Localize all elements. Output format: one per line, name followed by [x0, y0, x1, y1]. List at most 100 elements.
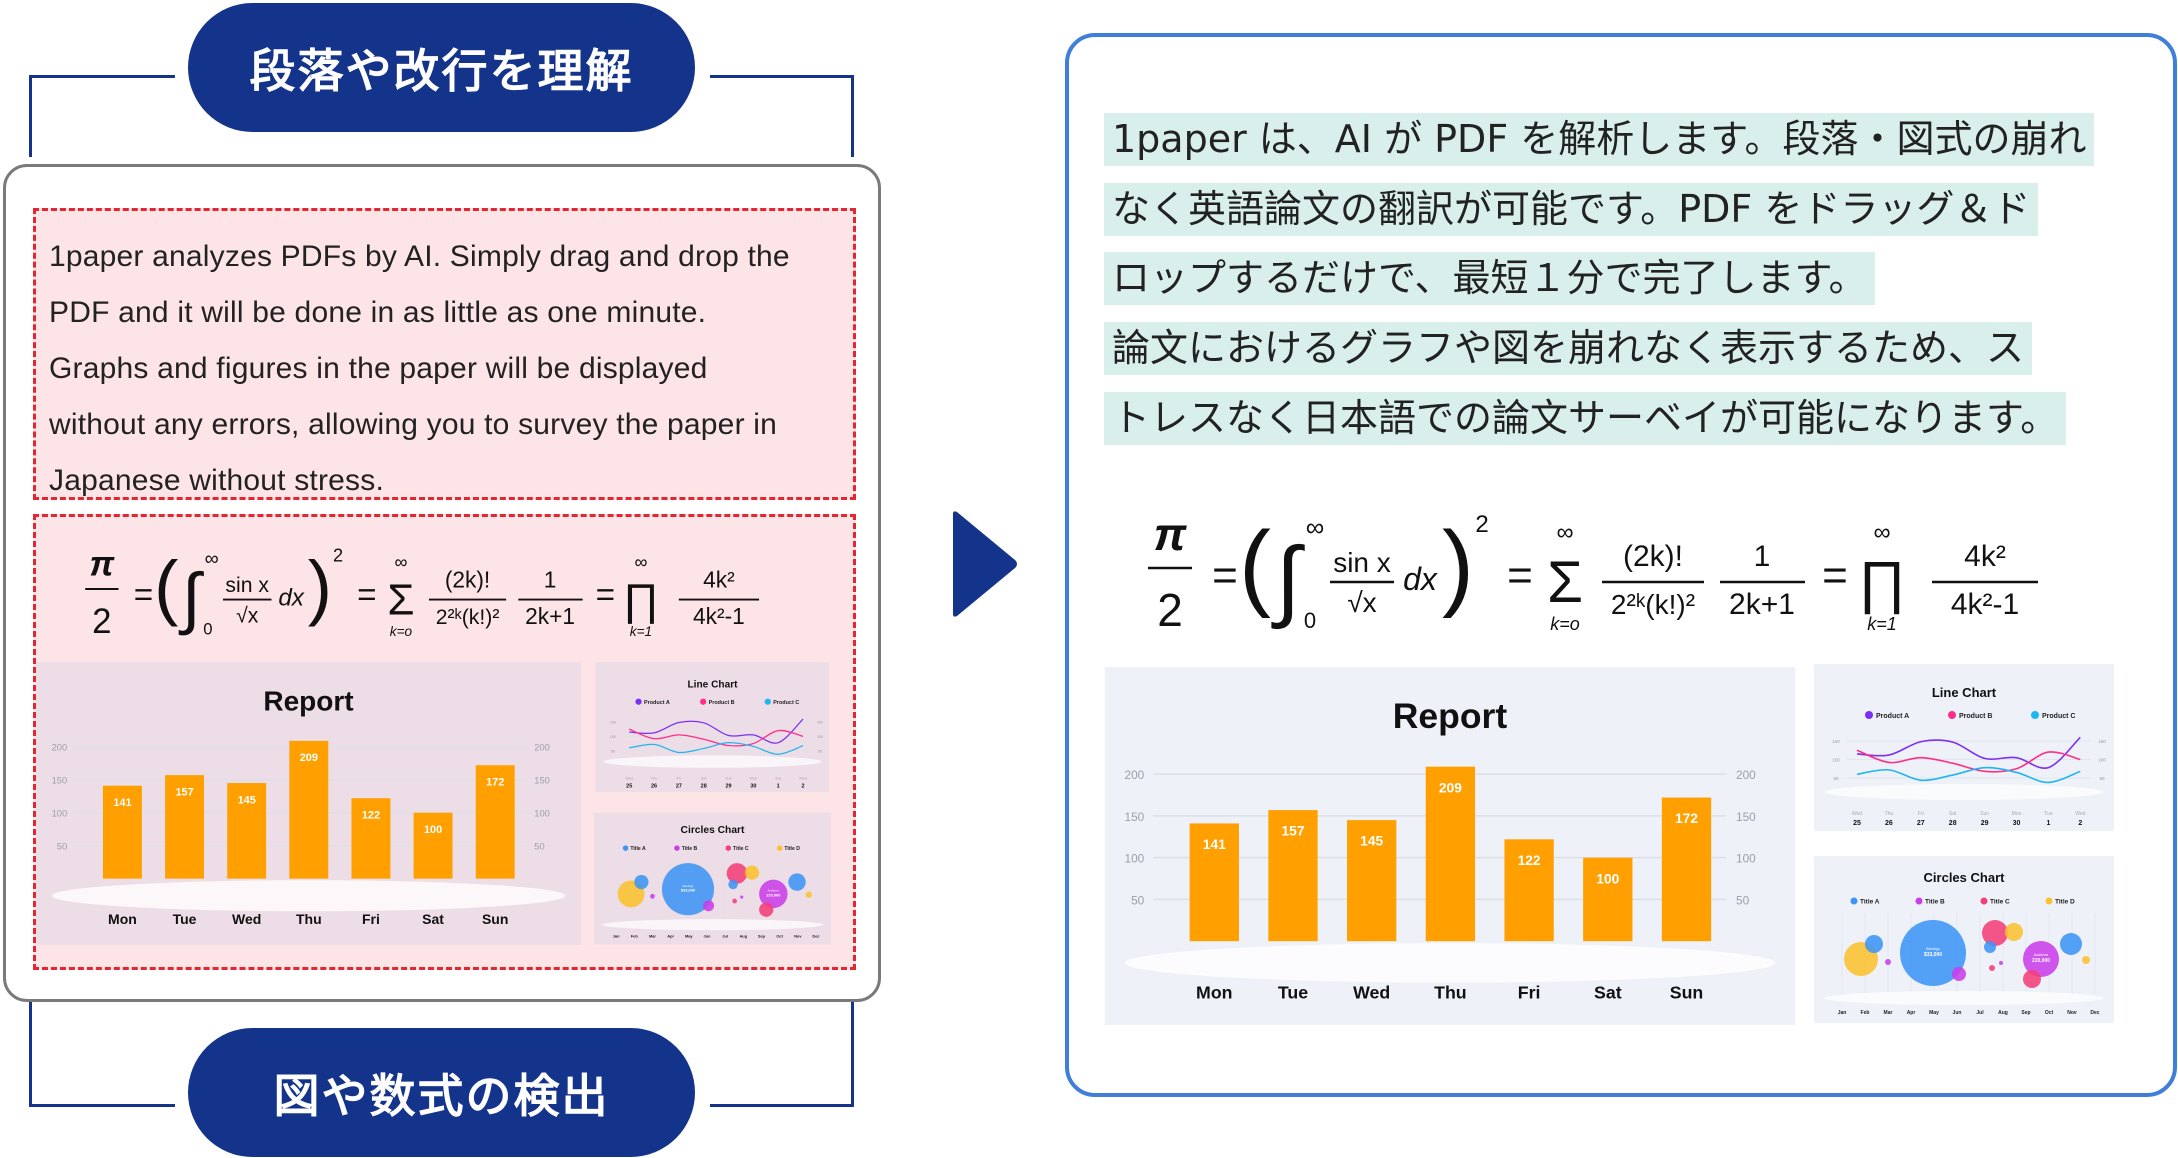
x-tick-label: Jun: [1953, 1010, 1962, 1016]
bar-value-label: 209: [300, 752, 318, 764]
y-tick-label: 50: [534, 842, 544, 852]
x-weekday-label: Mon: [2012, 811, 2022, 817]
formula-symbol: =: [596, 577, 615, 614]
bar: [351, 798, 391, 879]
formula-symbol: Σ: [387, 576, 414, 625]
formula-symbol: 0: [1304, 608, 1316, 633]
x-tick-label: Fri: [1518, 982, 1541, 1002]
formula-symbol: ∞: [1873, 519, 1890, 546]
legend-marker: [1850, 897, 1858, 905]
x-tick-label: Sep: [758, 933, 766, 938]
bubble: [759, 879, 788, 909]
x-date-label: 25: [1853, 820, 1861, 827]
japanese-text-line: トレスなく日本語での論文サーベイが可能になります。: [1104, 392, 2067, 445]
legend-label: Title C: [733, 846, 749, 852]
bracket-line: [851, 1002, 854, 1106]
x-tick-label: Jul: [1976, 1010, 1984, 1016]
bracket-line: [29, 75, 32, 157]
formula-symbol: 2²ᵏ(k!)²: [436, 606, 500, 629]
x-tick-label: Dec: [812, 933, 820, 938]
english-text-line: Graphs and figures in the paper will be …: [49, 352, 708, 385]
formula-symbol: =: [1507, 551, 1533, 600]
bar: [102, 785, 142, 879]
formula-symbol: 4k²: [703, 566, 735, 592]
x-tick-label: Feb: [1861, 1010, 1870, 1016]
formula-symbol: =: [1822, 551, 1848, 600]
y-tick-label: 100: [817, 735, 823, 739]
bar: [1347, 820, 1397, 942]
y-tick-label: 150: [534, 776, 550, 786]
legend-label: Title D: [784, 846, 800, 852]
bubble: [2060, 933, 2082, 955]
formula-symbol: 4k²-1: [1951, 588, 2019, 621]
x-tick-label: Feb: [631, 933, 639, 938]
chart-title: Line Chart: [688, 680, 739, 691]
bar-value-label: 141: [1203, 837, 1226, 852]
bubble: [703, 900, 715, 912]
bar: [1583, 857, 1633, 942]
x-tick-label: Oct: [776, 933, 783, 938]
chart-title: Report: [263, 685, 353, 716]
y-tick-label: 50: [818, 749, 822, 753]
bubble-annotation-label: Audience: [768, 889, 780, 893]
bubble-annotation-value: 220,000: [766, 892, 781, 897]
bubble: [1952, 967, 1966, 981]
formula-symbol: k=o: [1550, 614, 1580, 634]
x-date-label: 1: [2046, 820, 2050, 827]
formula-symbol: ∏: [623, 576, 659, 625]
legend-marker: [1980, 897, 1988, 905]
bubble: [1900, 920, 1966, 986]
formula-symbol: ∞: [394, 552, 407, 572]
bubble-annotation-value: $33,000: [681, 888, 696, 893]
legend-label: Title A: [1860, 899, 1880, 906]
bubble: [1885, 959, 1891, 965]
formula-symbol: ∞: [634, 552, 647, 572]
formula-symbol: 2: [333, 546, 343, 566]
bar: [289, 740, 329, 879]
bar: [1189, 823, 1239, 942]
series-line: [1856, 736, 2081, 770]
legend-label: Title D: [2055, 899, 2075, 906]
y-tick-label: 200: [52, 743, 68, 753]
series-line: [1856, 766, 2081, 784]
y-tick-label: 100: [534, 809, 550, 819]
formula-symbol: ∞: [205, 548, 219, 570]
x-weekday-label: Sun: [1980, 811, 1989, 817]
series-line: [1856, 749, 2081, 773]
bubble: [726, 863, 748, 884]
legend-marker: [764, 698, 771, 705]
x-tick-label: Jul: [722, 933, 728, 938]
formula-symbol: (2k)!: [1623, 540, 1683, 573]
bar-value-label: 145: [1360, 834, 1383, 849]
formula-symbol: √x: [1347, 587, 1376, 618]
y-tick-label: 50: [2099, 776, 2105, 781]
x-tick-label: Wed: [232, 911, 261, 927]
legend-label: Title A: [630, 846, 646, 852]
formula-symbol: =: [357, 577, 376, 614]
formula-symbol: =: [1212, 551, 1238, 600]
legend-marker: [700, 698, 707, 705]
chart-shadow: [1824, 784, 2104, 800]
bracket-line: [851, 75, 854, 157]
x-tick-label: Aug: [739, 933, 747, 938]
y-tick-label: 200: [1125, 768, 1145, 782]
japanese-text-line: 論文におけるグラフや図を崩れなく表示するため、ス: [1104, 322, 2033, 375]
legend-label: Title B: [1925, 899, 1945, 906]
formula-symbol: k=o: [390, 624, 413, 639]
formula-symbol: 0: [203, 619, 212, 638]
formula-symbol: π: [1154, 508, 1188, 560]
y-tick-label: 100: [52, 809, 68, 819]
chart-title: Circles Chart: [1924, 870, 2006, 885]
english-text-line: without any errors, allowing you to surv…: [49, 408, 778, 441]
bubble: [740, 895, 744, 899]
x-tick-label: Oct: [2045, 1010, 2054, 1016]
x-date-label: 26: [651, 783, 657, 789]
chart-shadow: [51, 880, 566, 912]
bar: [1425, 766, 1476, 942]
x-tick-label: Tue: [1278, 982, 1308, 1002]
formula-symbol: 4k²: [1964, 540, 2006, 573]
x-weekday-label: Wed: [2075, 811, 2085, 817]
formula-symbol: 1: [1754, 540, 1771, 573]
